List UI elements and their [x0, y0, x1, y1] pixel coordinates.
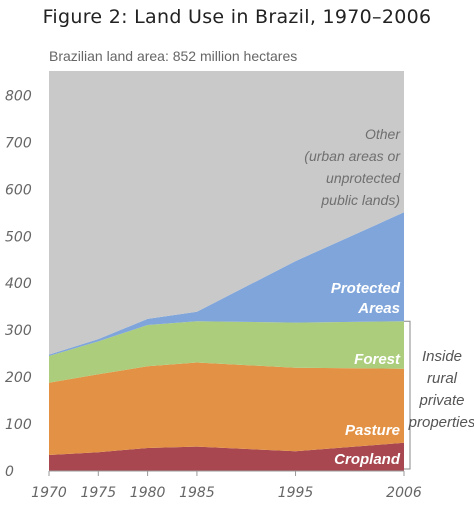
- label-rural-private-properties: Inside rural private properties: [408, 348, 474, 431]
- y-tick-label-500: 500: [5, 229, 32, 245]
- label-other: Other (urban areas or unprotected public la…: [304, 126, 401, 208]
- area-protected: [49, 212, 404, 356]
- y-tick-label-100: 100: [5, 417, 32, 433]
- x-tick-label-2006: 2006: [386, 485, 422, 501]
- annotation-layer: Other (urban areas or unprotected public la…: [304, 126, 474, 470]
- axes-layer: 0 100 200 300 400 500 600 700 800 1970 1975 1980 198…: [5, 88, 422, 501]
- y-tick-label-200: 200: [5, 370, 32, 386]
- y-tick-label-600: 600: [5, 182, 32, 198]
- label-forest: Forest: [354, 351, 401, 368]
- area-pasture: [49, 362, 404, 455]
- rural-properties-bracket: [404, 320, 411, 470]
- y-tick-label-400: 400: [5, 276, 32, 292]
- y-tick-label-300: 300: [5, 323, 32, 339]
- chart-subtitle: Brazilian land area: 852 million hectare…: [49, 48, 298, 64]
- area-forest: [49, 321, 404, 383]
- label-protected-areas: Protected Areas: [331, 280, 401, 317]
- y-tick-label-700: 700: [5, 135, 32, 151]
- x-tick-label-1975: 1975: [80, 485, 116, 501]
- label-cropland: Cropland: [334, 451, 401, 468]
- y-tick-label-0: 0: [5, 464, 14, 480]
- area-other: [49, 71, 404, 355]
- x-tick-label-1995: 1995: [278, 485, 314, 501]
- y-tick-label-800: 800: [5, 88, 32, 104]
- x-tick-label-1970: 1970: [31, 485, 67, 501]
- area-cropland: [49, 442, 404, 471]
- figure-title: Figure 2: Land Use in Brazil, 1970–2006: [42, 6, 432, 28]
- label-pasture: Pasture: [345, 422, 400, 439]
- x-tick-label-1985: 1985: [179, 485, 215, 501]
- x-tick-label-1980: 1980: [130, 485, 166, 501]
- area-layer: [49, 71, 404, 471]
